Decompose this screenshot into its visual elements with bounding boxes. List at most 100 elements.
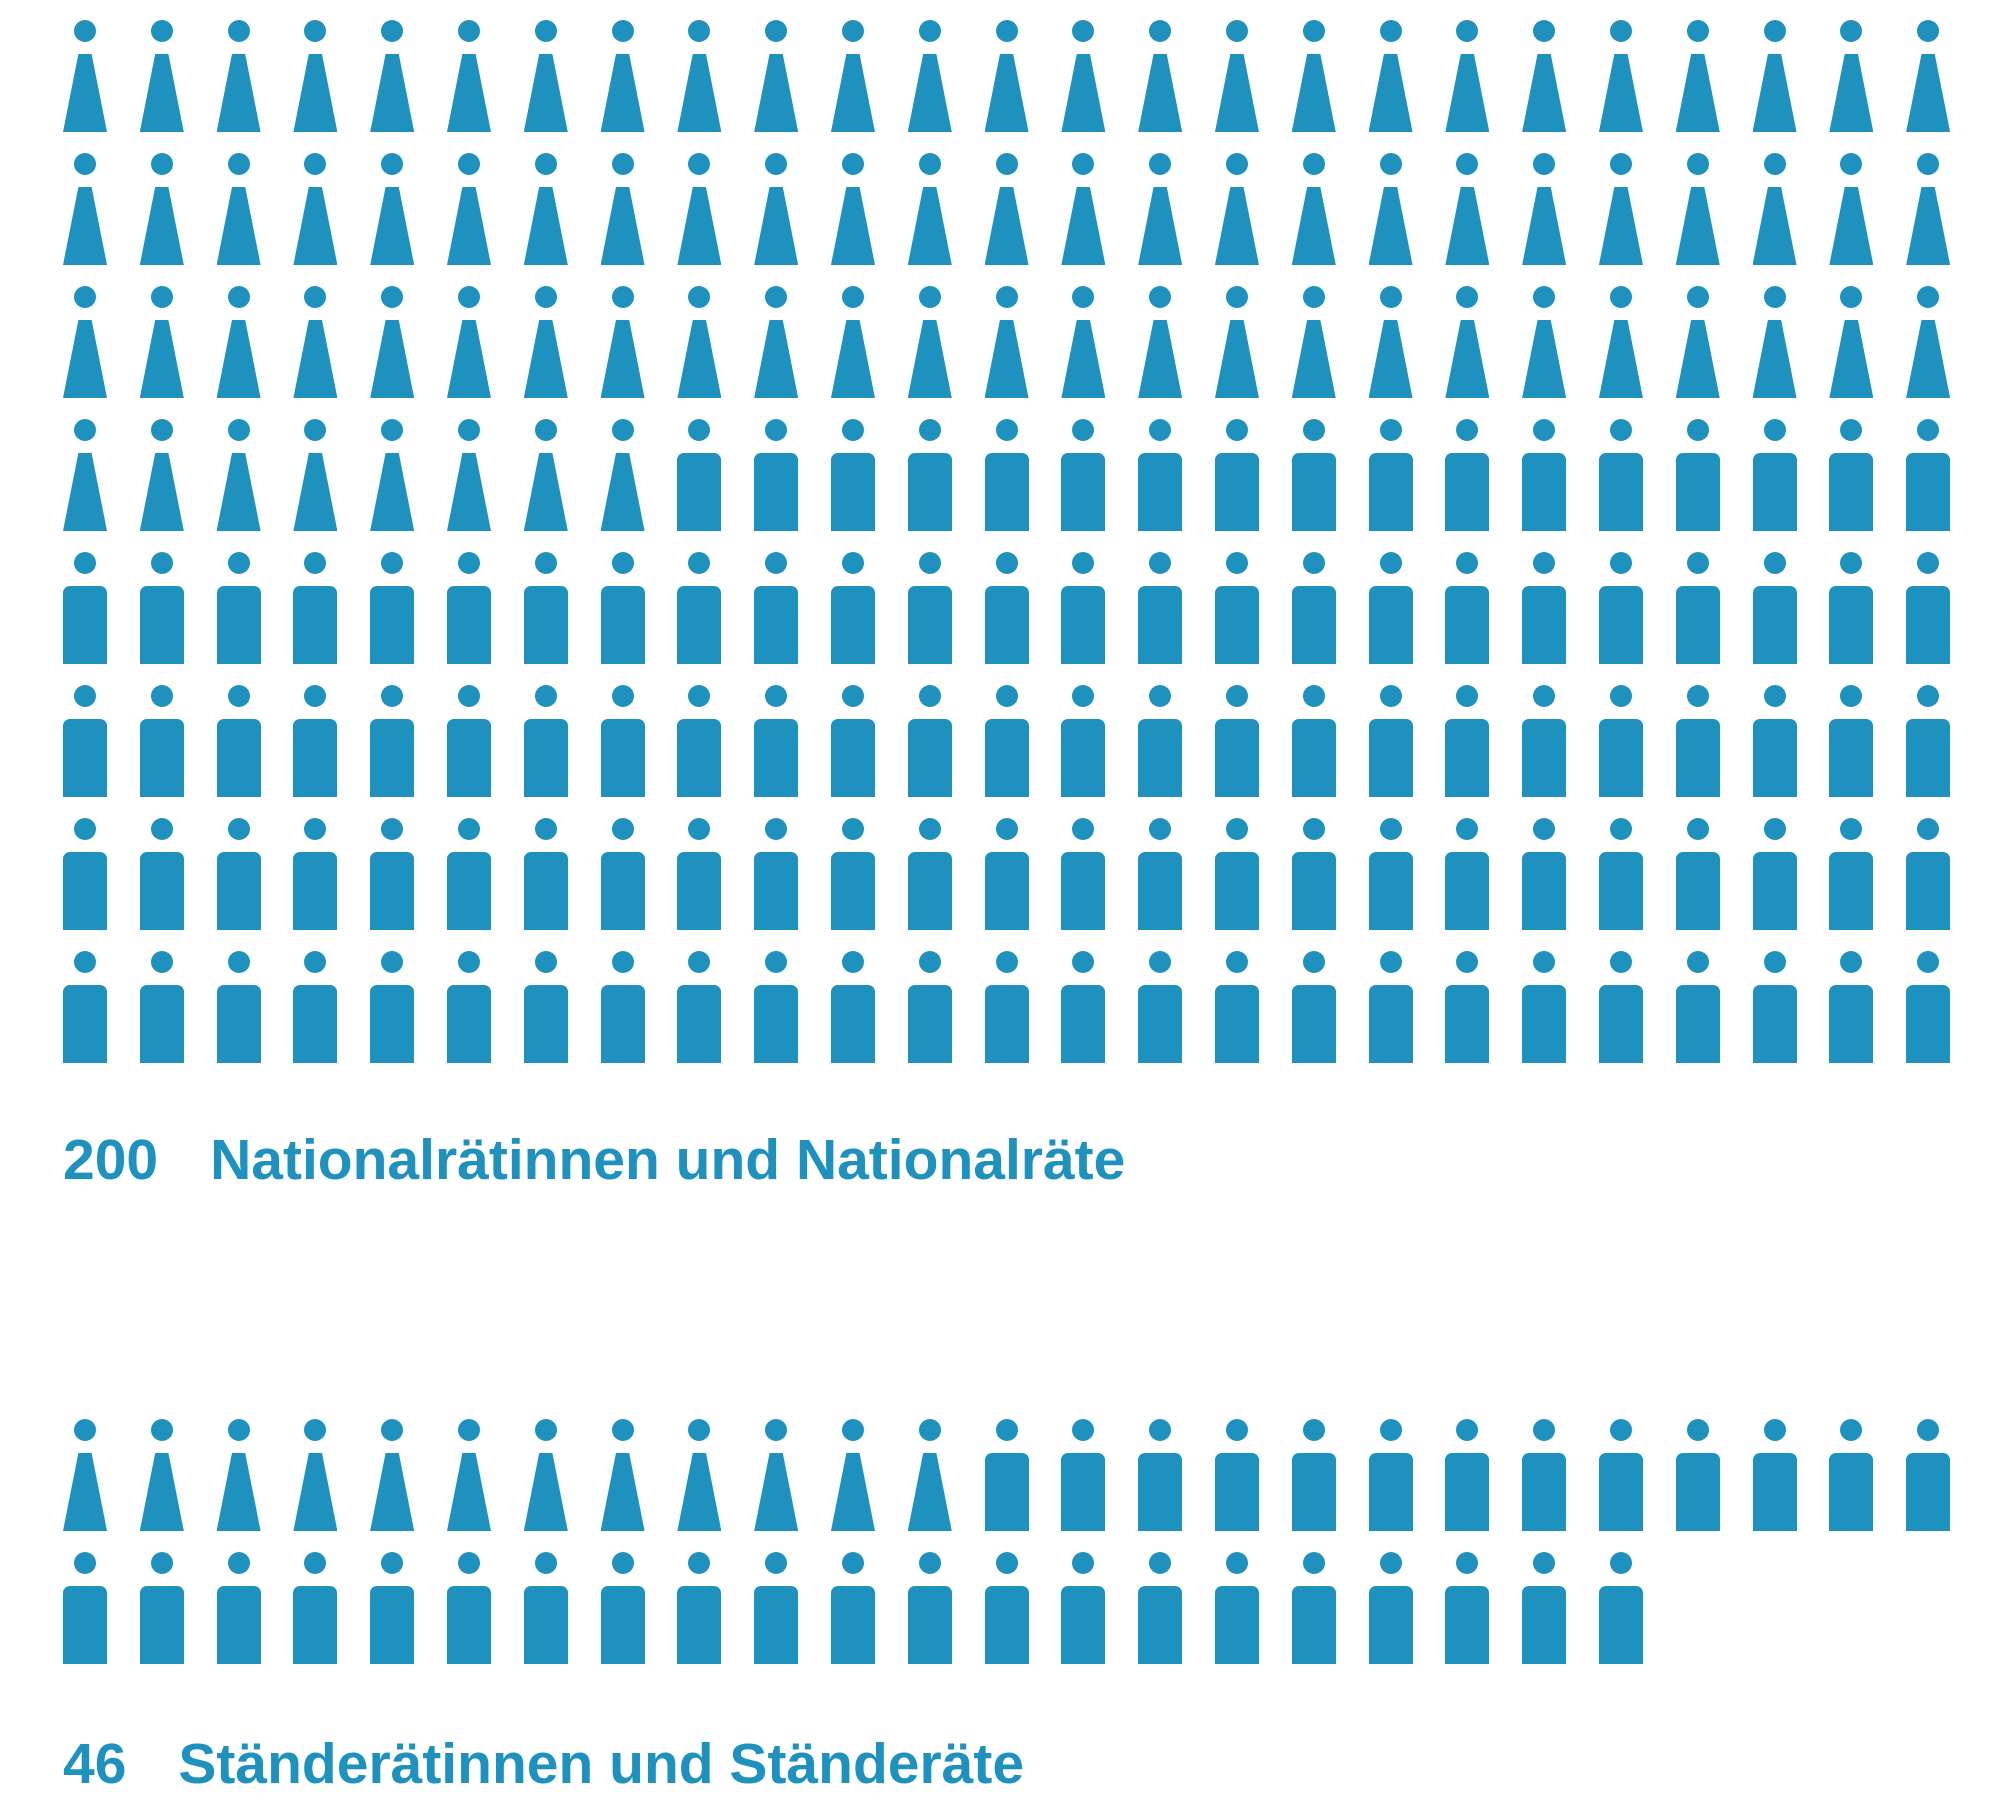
figure-body bbox=[1598, 1453, 1643, 1531]
figure-body bbox=[1829, 719, 1874, 797]
figure-body bbox=[523, 54, 568, 132]
figure-head bbox=[1072, 685, 1095, 707]
woman-figure-icon bbox=[370, 153, 415, 265]
figure-body bbox=[523, 985, 568, 1063]
figure-body bbox=[63, 1586, 107, 1664]
figure-head bbox=[1302, 20, 1325, 42]
figure-body bbox=[984, 1453, 1029, 1531]
figure-body bbox=[754, 1453, 799, 1531]
figure-body bbox=[293, 1453, 338, 1531]
figure-head bbox=[1840, 419, 1863, 441]
figure-body bbox=[754, 719, 799, 797]
woman-figure-icon bbox=[830, 286, 875, 398]
man-figure-icon bbox=[1906, 685, 1951, 797]
figure-head bbox=[1456, 1552, 1479, 1574]
figure-head bbox=[995, 552, 1018, 574]
figure-body bbox=[1675, 54, 1720, 132]
figure-body bbox=[446, 719, 491, 797]
woman-figure-icon bbox=[677, 1419, 722, 1531]
man-figure-icon bbox=[1368, 552, 1413, 664]
figure-body bbox=[1598, 1586, 1643, 1664]
figure-body bbox=[1906, 54, 1951, 132]
figure-body bbox=[446, 1453, 491, 1531]
figure-body bbox=[1368, 1453, 1413, 1531]
figure-head bbox=[1609, 1552, 1632, 1574]
figure-body bbox=[1752, 586, 1797, 664]
man-figure-icon bbox=[1291, 951, 1336, 1063]
figure-body bbox=[63, 187, 107, 265]
man-figure-icon bbox=[677, 685, 722, 797]
figure-body bbox=[677, 320, 722, 398]
man-figure-icon bbox=[1445, 818, 1490, 930]
man-figure-icon bbox=[139, 951, 184, 1063]
figure-head bbox=[1533, 1552, 1556, 1574]
woman-figure-icon bbox=[1368, 286, 1413, 398]
figure-body bbox=[1368, 453, 1413, 531]
woman-figure-icon bbox=[600, 20, 645, 132]
figure-body bbox=[1061, 586, 1106, 664]
man-figure-icon bbox=[907, 1552, 952, 1664]
figure-head bbox=[1149, 286, 1172, 308]
figure-head bbox=[1686, 818, 1709, 840]
figure-body bbox=[216, 719, 261, 797]
woman-figure-icon bbox=[446, 153, 491, 265]
man-figure-icon bbox=[1675, 552, 1720, 664]
figure-head bbox=[1609, 818, 1632, 840]
man-figure-icon bbox=[600, 818, 645, 930]
figure-head bbox=[227, 1552, 250, 1574]
figure-body bbox=[1522, 985, 1567, 1063]
figure-head bbox=[1533, 818, 1556, 840]
figure-body bbox=[1445, 586, 1490, 664]
man-figure-icon bbox=[1829, 951, 1874, 1063]
figure-head bbox=[1456, 153, 1479, 175]
figure-head bbox=[534, 286, 557, 308]
man-figure-icon bbox=[754, 419, 799, 531]
man-figure-icon bbox=[1368, 1552, 1413, 1664]
figure-body bbox=[600, 586, 645, 664]
figure-body bbox=[754, 54, 799, 132]
man-figure-icon bbox=[754, 685, 799, 797]
figure-head bbox=[534, 552, 557, 574]
figure-body bbox=[1445, 1586, 1490, 1664]
man-figure-icon bbox=[1598, 951, 1643, 1063]
figure-body bbox=[1214, 586, 1259, 664]
figure-body bbox=[1675, 1453, 1720, 1531]
figure-head bbox=[688, 286, 711, 308]
man-figure-icon bbox=[830, 552, 875, 664]
figure-body bbox=[63, 54, 107, 132]
man-figure-icon bbox=[1675, 685, 1720, 797]
figure-head bbox=[918, 419, 941, 441]
figure-body bbox=[63, 1453, 107, 1531]
man-figure-icon bbox=[1061, 419, 1106, 531]
man-figure-icon bbox=[1522, 1419, 1567, 1531]
figure-head bbox=[1225, 685, 1248, 707]
figure-head bbox=[1456, 552, 1479, 574]
man-figure-icon bbox=[1368, 818, 1413, 930]
figure-body bbox=[63, 985, 107, 1063]
figure-head bbox=[1533, 286, 1556, 308]
figure-body bbox=[1368, 1586, 1413, 1664]
woman-figure-icon bbox=[1752, 286, 1797, 398]
figure-body bbox=[1214, 719, 1259, 797]
man-figure-icon bbox=[1752, 1419, 1797, 1531]
figure-head bbox=[611, 153, 634, 175]
figure-head bbox=[1225, 419, 1248, 441]
figure-head bbox=[304, 685, 327, 707]
figure-body bbox=[446, 187, 491, 265]
figure-head bbox=[995, 20, 1018, 42]
woman-figure-icon bbox=[1291, 286, 1336, 398]
figure-head bbox=[304, 20, 327, 42]
man-figure-icon bbox=[830, 419, 875, 531]
figure-body bbox=[984, 852, 1029, 930]
figure-head bbox=[1379, 286, 1402, 308]
man-figure-icon bbox=[1598, 1552, 1643, 1664]
figure-body bbox=[139, 1586, 184, 1664]
man-figure-icon bbox=[446, 818, 491, 930]
figure-body bbox=[1752, 852, 1797, 930]
figure-head bbox=[1456, 286, 1479, 308]
woman-figure-icon bbox=[523, 286, 568, 398]
figure-body bbox=[216, 1453, 261, 1531]
figure-body bbox=[293, 54, 338, 132]
woman-figure-icon bbox=[293, 153, 338, 265]
man-figure-icon bbox=[1675, 951, 1720, 1063]
